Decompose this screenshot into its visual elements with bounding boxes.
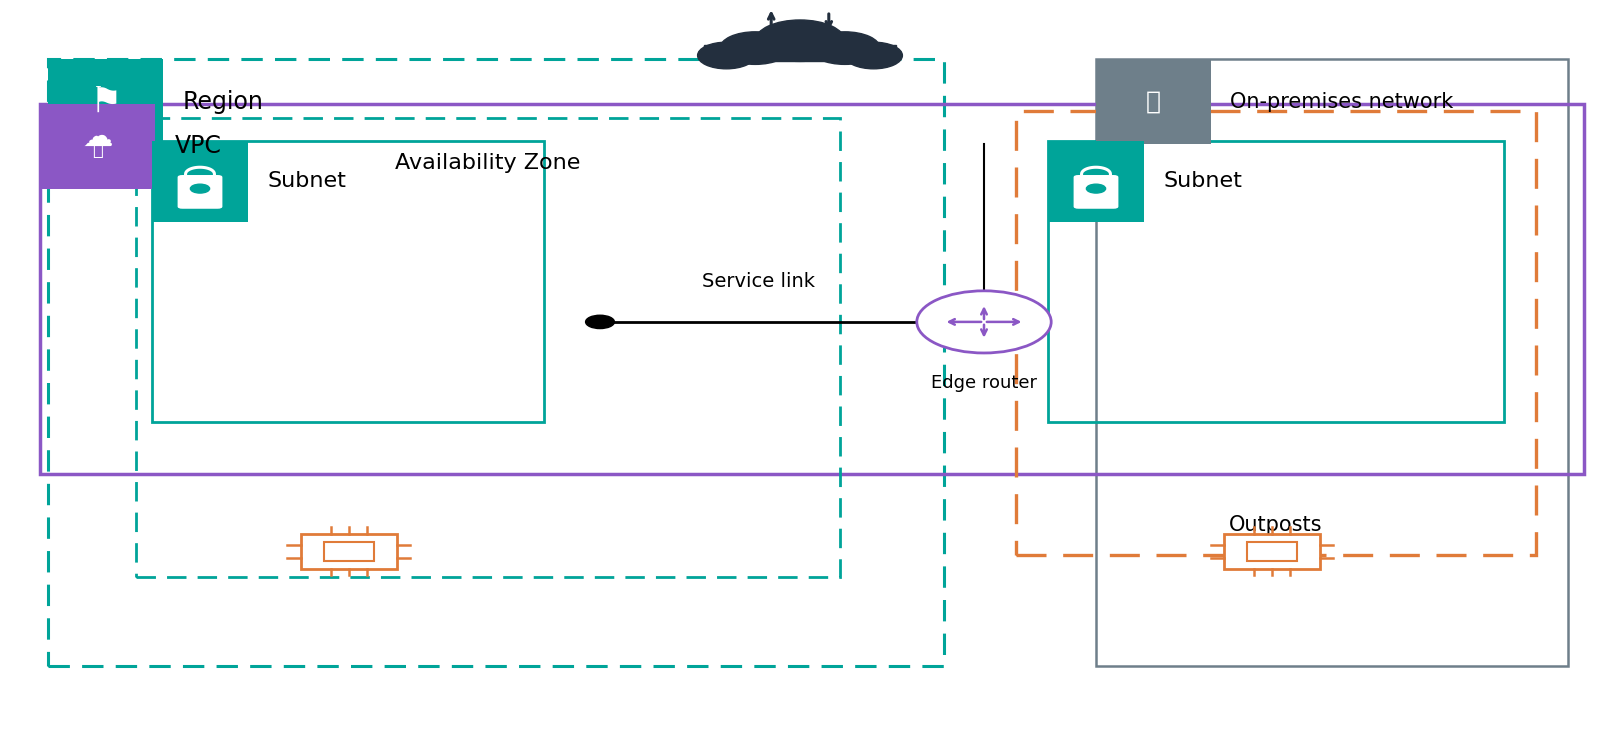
Bar [152, 141, 248, 222]
Bar [1224, 534, 1320, 569]
Text: On-premises network: On-premises network [1230, 92, 1454, 112]
Circle shape [698, 42, 755, 69]
FancyBboxPatch shape [1074, 175, 1118, 209]
Bar [48, 59, 944, 666]
Text: ⚑: ⚑ [90, 85, 122, 118]
Bar [323, 542, 374, 561]
Bar [48, 59, 163, 144]
Text: Edge router: Edge router [931, 374, 1037, 391]
Circle shape [810, 32, 880, 64]
FancyBboxPatch shape [178, 175, 222, 209]
Bar [1048, 141, 1144, 222]
Circle shape [917, 291, 1051, 353]
Bar [301, 534, 397, 569]
Bar [40, 104, 1584, 474]
Bar [152, 141, 544, 422]
Bar [1096, 59, 1568, 666]
Circle shape [190, 184, 210, 193]
Text: Subnet: Subnet [267, 171, 346, 192]
Circle shape [586, 315, 614, 329]
Bar [1016, 111, 1536, 555]
Bar [136, 118, 840, 577]
Circle shape [720, 32, 790, 64]
Bar [1246, 542, 1298, 561]
Bar [40, 104, 155, 189]
Text: ☁: ☁ [82, 123, 114, 152]
Text: Subnet: Subnet [1163, 171, 1242, 192]
Text: 🏢: 🏢 [1146, 90, 1162, 114]
Bar [1096, 59, 1211, 144]
Circle shape [1086, 184, 1106, 193]
Text: Outposts: Outposts [1229, 515, 1323, 536]
Bar [704, 45, 896, 61]
Text: 🛡: 🛡 [93, 141, 102, 159]
Circle shape [845, 42, 902, 69]
Circle shape [755, 20, 845, 61]
Text: Service link: Service link [702, 272, 814, 291]
Text: Region: Region [182, 90, 264, 114]
Bar [1048, 141, 1504, 422]
Text: VPC: VPC [174, 134, 221, 158]
Text: Availability Zone: Availability Zone [395, 152, 581, 173]
